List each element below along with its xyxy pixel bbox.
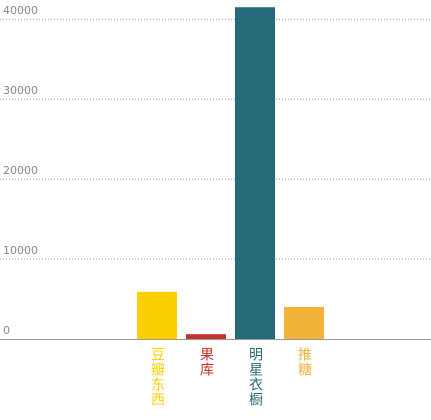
y-tick-label: 30000: [3, 84, 38, 97]
x-tick-label: 豆瓣东西: [149, 347, 165, 407]
bar: [235, 7, 275, 340]
x-tick-label: 果库: [198, 347, 214, 377]
y-tick-label: 0: [3, 324, 10, 337]
y-tick-label: 10000: [3, 244, 38, 257]
y-tick-label: 40000: [3, 4, 38, 17]
bar: [284, 307, 324, 339]
x-tick-label: 明星衣橱: [247, 347, 263, 407]
bar: [137, 291, 177, 339]
bar: [186, 334, 226, 339]
y-tick-label: 20000: [3, 164, 38, 177]
x-tick-label: 推糖: [296, 347, 312, 377]
